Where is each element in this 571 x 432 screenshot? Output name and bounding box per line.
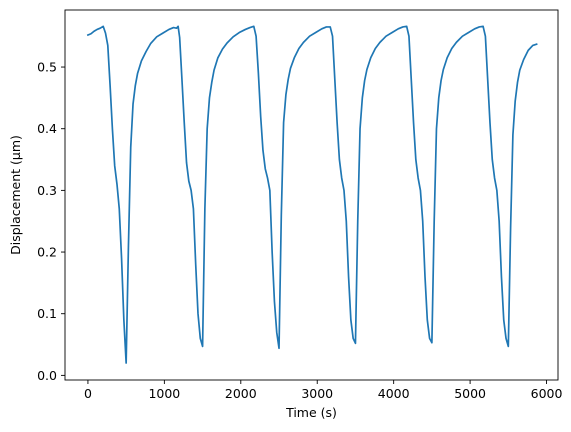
x-tick-label: 4000 [378, 386, 410, 401]
x-tick-label: 0 [84, 386, 92, 401]
x-tick-label: 2000 [225, 386, 257, 401]
plot-frame [64, 9, 559, 381]
series-line-1 [86, 25, 538, 364]
plot-area [86, 25, 538, 364]
y-tick-label: 0.5 [37, 60, 57, 75]
y-tick-label: 0.1 [37, 306, 57, 321]
x-tick-label: 3000 [301, 386, 333, 401]
x-tick-label: 1000 [148, 386, 180, 401]
y-axis-label: Displacement (μm) [8, 135, 23, 255]
y-tick-label: 0.2 [37, 245, 57, 260]
y-tick-label: 0.4 [37, 121, 57, 136]
y-tick-label: 0.0 [37, 368, 57, 383]
x-tick-label: 5000 [454, 386, 486, 401]
axes: 0 1000 2000 3000 4000 5000 6000 0.0 0.1 0.2 0.3 0.4… [37, 9, 563, 401]
x-tick-label: 6000 [531, 386, 563, 401]
x-axis-label: Time (s) [285, 405, 337, 420]
y-tick-label: 0.3 [37, 183, 57, 198]
